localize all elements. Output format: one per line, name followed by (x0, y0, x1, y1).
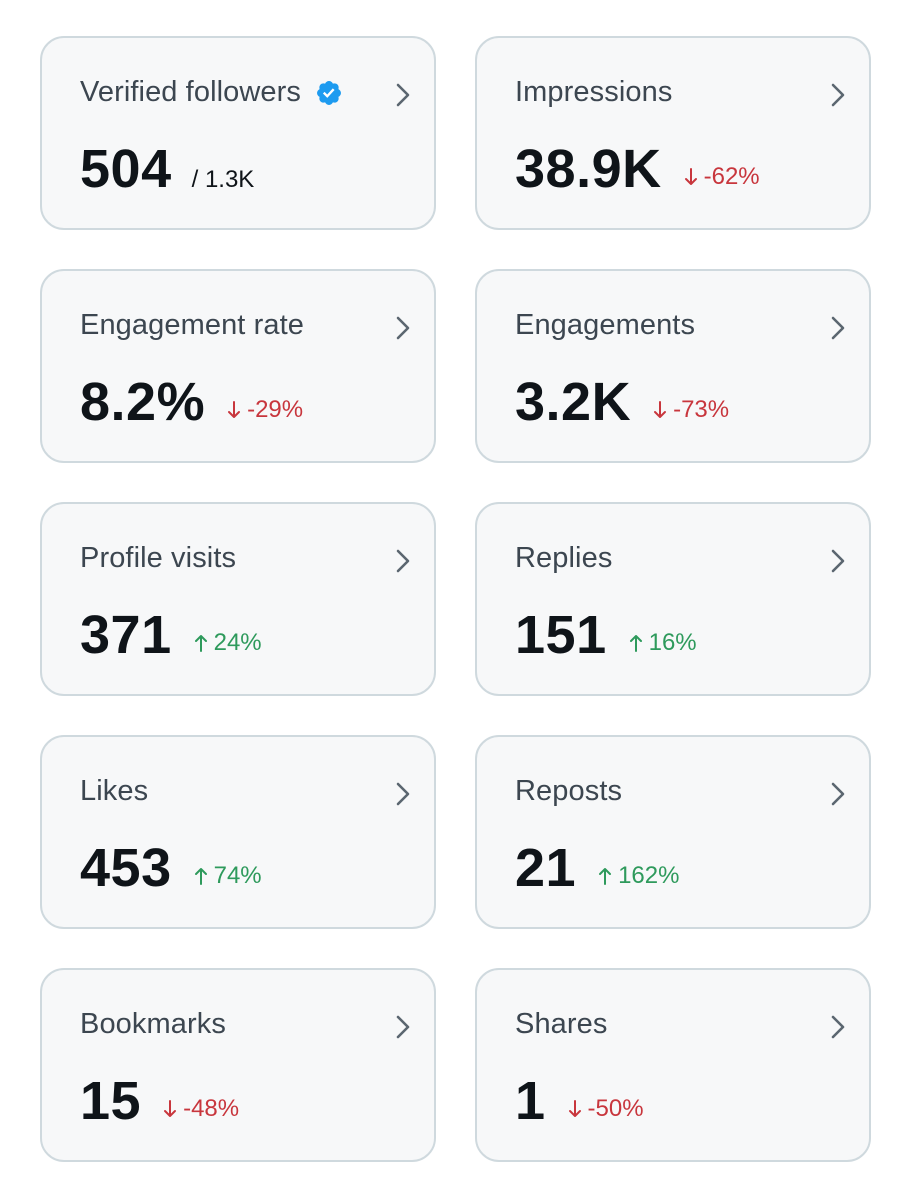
card-label: Engagement rate (80, 309, 304, 342)
chevron-right-icon (831, 549, 845, 573)
card-delta: 74% (194, 862, 262, 890)
card-delta-text: 74% (213, 862, 262, 889)
arrow-up-icon (194, 635, 207, 652)
card-delta: -73% (653, 396, 729, 424)
card-label-text: Engagement rate (80, 309, 304, 341)
card-value: 21 (515, 838, 577, 898)
card-label: Replies (515, 542, 612, 575)
card-delta: -50% (568, 1095, 644, 1123)
chevron-right-icon (831, 782, 845, 806)
card-label-text: Likes (80, 775, 149, 807)
arrow-up-icon (194, 868, 207, 885)
chevron-right-icon (396, 549, 410, 573)
card-value-row: 1 -50% (515, 1070, 644, 1132)
chevron-right-icon (831, 1015, 845, 1039)
card-value: 453 (80, 838, 172, 898)
card-label: Likes (80, 775, 148, 808)
card-delta: 162% (598, 862, 679, 890)
card-delta: -62% (684, 163, 760, 191)
card-value: 1 (515, 1071, 546, 1131)
chevron-right-icon (831, 316, 845, 340)
card-value: 38.9K (515, 139, 662, 199)
card-value: 8.2% (80, 372, 206, 432)
card-verified-followers[interactable]: Verified followers 504 / 1.3K (40, 36, 436, 230)
card-label-text: Bookmarks (80, 1008, 226, 1040)
card-delta-text: -29% (247, 396, 304, 423)
arrow-up-icon (599, 868, 612, 885)
card-label-text: Engagements (515, 309, 696, 341)
card-delta-text: 24% (213, 629, 262, 656)
card-profile-visits[interactable]: Profile visits 371 24% (40, 502, 436, 696)
card-delta: -48% (163, 1095, 239, 1123)
card-delta-text: -62% (703, 163, 760, 190)
card-value-row: 15 -48% (80, 1070, 239, 1132)
card-delta: 24% (194, 629, 262, 657)
card-value: 504 (80, 139, 172, 199)
arrow-down-icon (228, 401, 241, 418)
card-engagements[interactable]: Engagements 3.2K -73% (475, 269, 871, 463)
card-likes[interactable]: Likes 453 74% (40, 735, 436, 929)
card-value-row: 371 24% (80, 604, 262, 666)
chevron-right-icon (396, 83, 410, 107)
card-value-row: 21 162% (515, 837, 679, 899)
card-value: 371 (80, 605, 172, 665)
card-engagement-rate[interactable]: Engagement rate 8.2% -29% (40, 269, 436, 463)
card-delta: -29% (227, 396, 303, 424)
verified-badge-icon (317, 80, 341, 105)
chevron-right-icon (396, 782, 410, 806)
card-value-row: 453 74% (80, 837, 262, 899)
arrow-down-icon (684, 168, 697, 185)
card-label-text: Profile visits (80, 542, 237, 574)
card-delta-text: 16% (648, 629, 697, 656)
card-label: Verified followers (80, 76, 343, 109)
card-value: 15 (80, 1071, 142, 1131)
card-value: 3.2K (515, 372, 632, 432)
card-label-text: Verified followers (80, 76, 302, 108)
arrow-down-icon (164, 1100, 177, 1117)
card-value: 151 (515, 605, 607, 665)
card-delta-text: 162% (618, 862, 680, 889)
chevron-right-icon (396, 316, 410, 340)
card-label: Profile visits (80, 542, 236, 575)
card-label: Shares (515, 1008, 608, 1041)
card-total: / 1.3K (191, 166, 255, 193)
card-label: Impressions (515, 76, 672, 109)
arrow-down-icon (568, 1100, 581, 1117)
card-value-row: 8.2% -29% (80, 371, 303, 433)
card-label-text: Shares (515, 1008, 608, 1040)
card-delta-text: -48% (183, 1095, 240, 1122)
card-label: Bookmarks (80, 1008, 226, 1041)
card-delta-text: -73% (673, 396, 730, 423)
card-impressions[interactable]: Impressions 38.9K -62% (475, 36, 871, 230)
card-reposts[interactable]: Reposts 21 162% (475, 735, 871, 929)
card-label: Reposts (515, 775, 622, 808)
card-bookmarks[interactable]: Bookmarks 15 -48% (40, 968, 436, 1162)
card-value-row: 38.9K -62% (515, 138, 760, 200)
card-replies[interactable]: Replies 151 16% (475, 502, 871, 696)
card-shares[interactable]: Shares 1 -50% (475, 968, 871, 1162)
card-delta: 16% (629, 629, 697, 657)
card-label-text: Impressions (515, 76, 673, 108)
chevron-right-icon (396, 1015, 410, 1039)
card-value-row: 504 / 1.3K (80, 138, 254, 200)
card-delta-text: -50% (587, 1095, 644, 1122)
card-value-row: 3.2K -73% (515, 371, 729, 433)
card-label: Engagements (515, 309, 695, 342)
chevron-right-icon (831, 83, 845, 107)
card-label-text: Replies (515, 542, 613, 574)
arrow-up-icon (629, 635, 642, 652)
card-value-row: 151 16% (515, 604, 697, 666)
card-label-text: Reposts (515, 775, 623, 807)
arrow-down-icon (654, 401, 667, 418)
